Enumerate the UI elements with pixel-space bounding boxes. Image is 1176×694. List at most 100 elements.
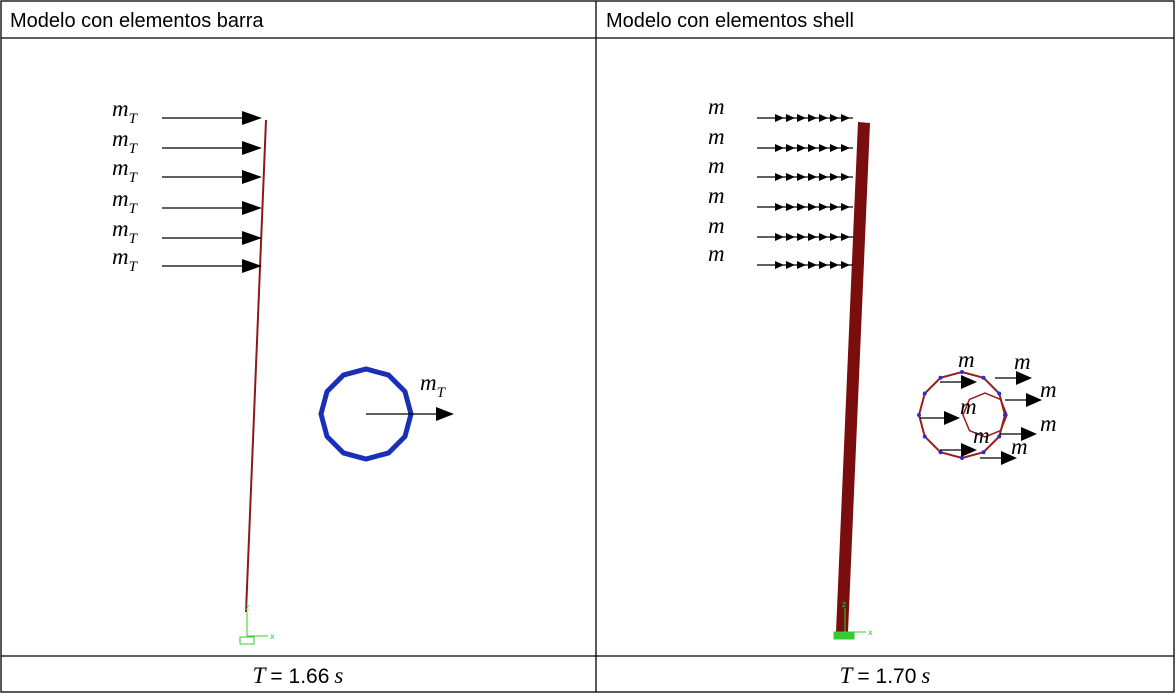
arrow-head [819,261,828,269]
arrow-head [797,233,806,241]
arrow-head [797,144,806,152]
arrow-head [841,233,850,241]
arrow-head [786,144,795,152]
node [939,376,943,380]
mass-label: m [973,423,990,448]
label-subscript: T [129,201,139,217]
mass-label: mT [112,126,139,157]
arrow-head [819,114,828,122]
node [960,456,964,460]
arrow-head [808,114,817,122]
arrow-head [808,233,817,241]
arrow-head [797,173,806,181]
mass-label: m [708,241,725,266]
arrow-head [775,114,784,122]
node [923,392,927,396]
mass-label: m [708,213,725,238]
arrow-head [786,233,795,241]
arrow-head [775,173,784,181]
arrow-head [808,144,817,152]
header-left: Modelo con elementos barra [10,10,264,32]
node [917,413,921,417]
arrow-head [797,261,806,269]
mass-label: m [708,153,725,178]
mass-label: m [1014,349,1031,374]
axis-label: x [868,628,873,637]
arrow-head [819,144,828,152]
arrow-head [242,231,262,245]
period-value: = 1.70 [857,665,916,688]
arrow-head [436,407,454,421]
arrow-head [775,233,784,241]
arrow-head [841,173,850,181]
document-table: Modelo con elementos barra Modelo con el… [0,0,1176,694]
mass-label: m [1040,377,1057,402]
page: {"table":{"headers":["Modelo con element… [0,0,1176,694]
arrow-head [961,375,977,389]
label-subscript: T [437,385,447,401]
label-base: m [112,155,129,180]
arrow-head [819,233,828,241]
label-base: m [420,370,437,395]
node [923,435,927,439]
node [939,450,943,454]
arrow-head [775,144,784,152]
header-right: Modelo con elementos shell [606,10,854,32]
arrow-head [242,111,262,125]
arrow-head [786,261,795,269]
arrow-head [775,203,784,211]
arrow-head [808,261,817,269]
node [1003,413,1007,417]
arrow-head [786,173,795,181]
label-subscript: T [129,231,139,247]
period-symbol: T [253,663,268,688]
mass-label: m [1040,411,1057,436]
period-unit: s [334,663,343,688]
node [982,376,986,380]
arrow-head [797,114,806,122]
label-base: m [112,216,129,241]
shell-column [836,122,870,632]
arrow-head [830,173,839,181]
label-subscript: T [129,259,139,275]
arrow-head [830,114,839,122]
mass-label: m [708,183,725,208]
period-symbol: T [840,663,855,688]
mass-label: m [958,347,975,372]
arrow-head [841,144,850,152]
node [997,435,1001,439]
period-value: = 1.66 [270,665,329,688]
arrow-head [808,203,817,211]
mass-label: m [960,394,977,419]
axis-label: x [270,632,275,641]
arrow-head [819,203,828,211]
arrow-head [830,233,839,241]
mass-label: mT [112,155,139,186]
arrow-head [242,201,262,215]
label-base: m [112,186,129,211]
mass-label: m [708,94,725,119]
arrow-head [242,170,262,184]
left-axes [240,612,268,644]
mass-label: mT [112,244,139,275]
mass-label: mT [420,370,447,401]
label-base: m [112,126,129,151]
mass-label: m [1011,434,1028,459]
period-unit: s [921,663,930,688]
arrow-head [841,261,850,269]
arrow-head [830,203,839,211]
node [997,392,1001,396]
table-borders [1,1,1174,692]
mass-label: mT [112,186,139,217]
mass-label: mT [112,96,139,127]
arrow-head [944,411,960,425]
label-subscript: T [129,111,139,127]
label-base: m [112,96,129,121]
outer-border [1,1,1174,692]
mass-label: m [708,124,725,149]
arrow-head [775,261,784,269]
arrow-head [786,114,795,122]
node [982,450,986,454]
